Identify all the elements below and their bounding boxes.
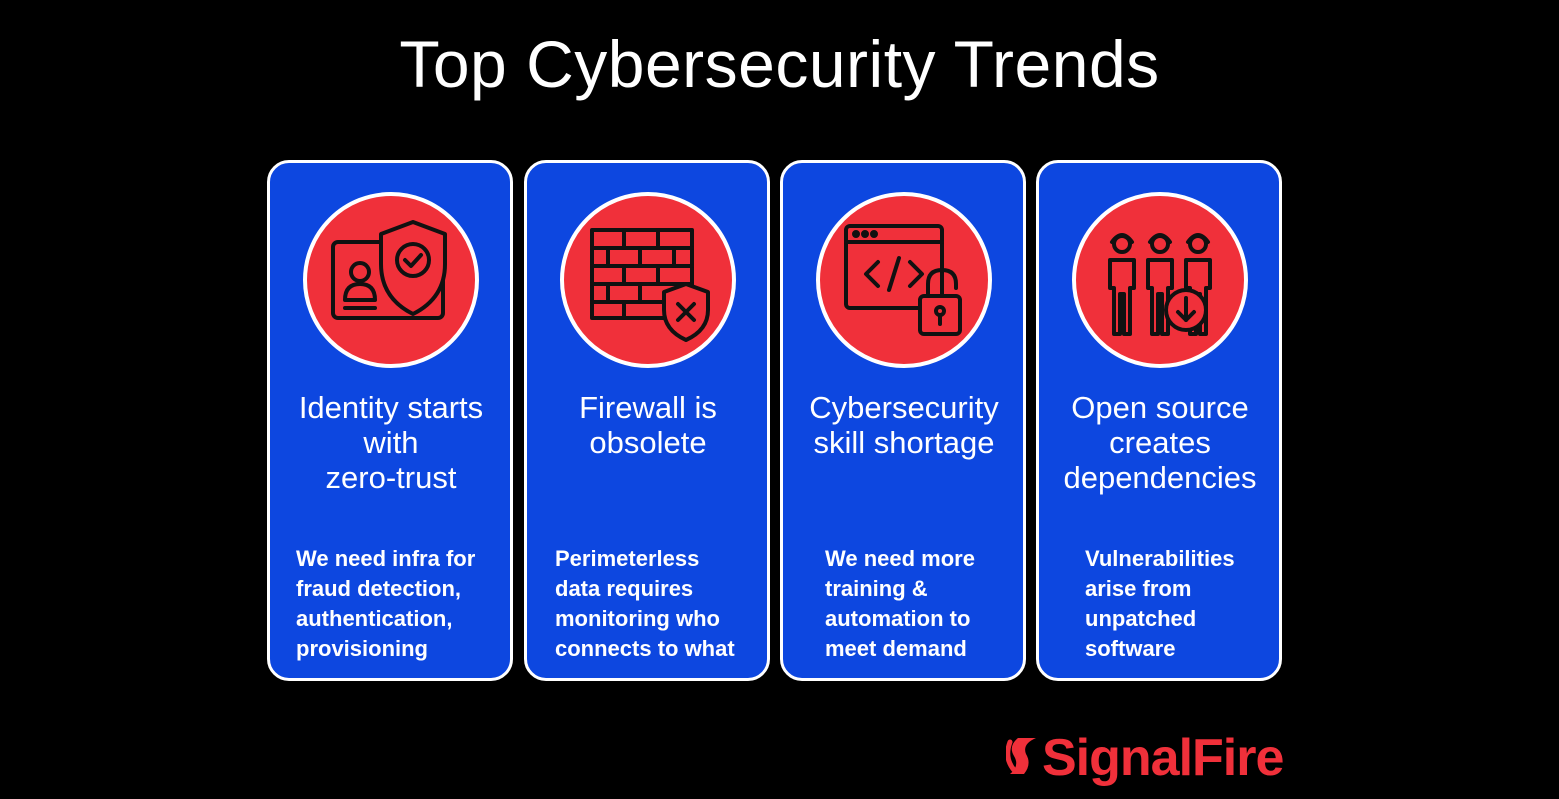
code-window-unlock-icon [844,224,962,336]
id-card-shield-icon [331,220,447,320]
trend-card-open-source: Open source creates dependencies Vulnera… [1036,160,1282,681]
trend-description: We need more training & automation to me… [825,546,975,661]
trend-title: Open source creates dependencies [1063,390,1257,495]
trend-title: Identity starts with zero-trust [298,390,484,495]
signalfire-logo-icon [1006,738,1036,774]
trend-card-identity: Identity starts with zero-trust We need … [267,160,513,681]
trend-card-skills: Cybersecurity skill shortage We need mor… [780,160,1026,681]
trend-description: Vulnerabilities arise from unpatched sof… [1085,546,1235,661]
logo-text: SignalFire [1042,729,1284,787]
workers-download-icon [1108,233,1212,336]
trend-icon-circle [303,192,479,368]
signalfire-logo: SignalFire [1006,729,1284,787]
trend-description: Perimeterless data requires monitoring w… [555,546,735,661]
trend-card-firewall: Firewall is obsolete Perimeterless data … [524,160,770,681]
trend-description: We need infra for fraud detection, authe… [296,546,476,661]
trend-title: Firewall is obsolete [579,390,717,460]
firewall-shield-icon [590,228,710,342]
trend-icon-circle [560,192,736,368]
trend-icon-circle [1072,192,1248,368]
trend-icon-circle [816,192,992,368]
trend-title: Cybersecurity skill shortage [809,390,999,460]
page-title: Top Cybersecurity Trends [399,27,1160,101]
